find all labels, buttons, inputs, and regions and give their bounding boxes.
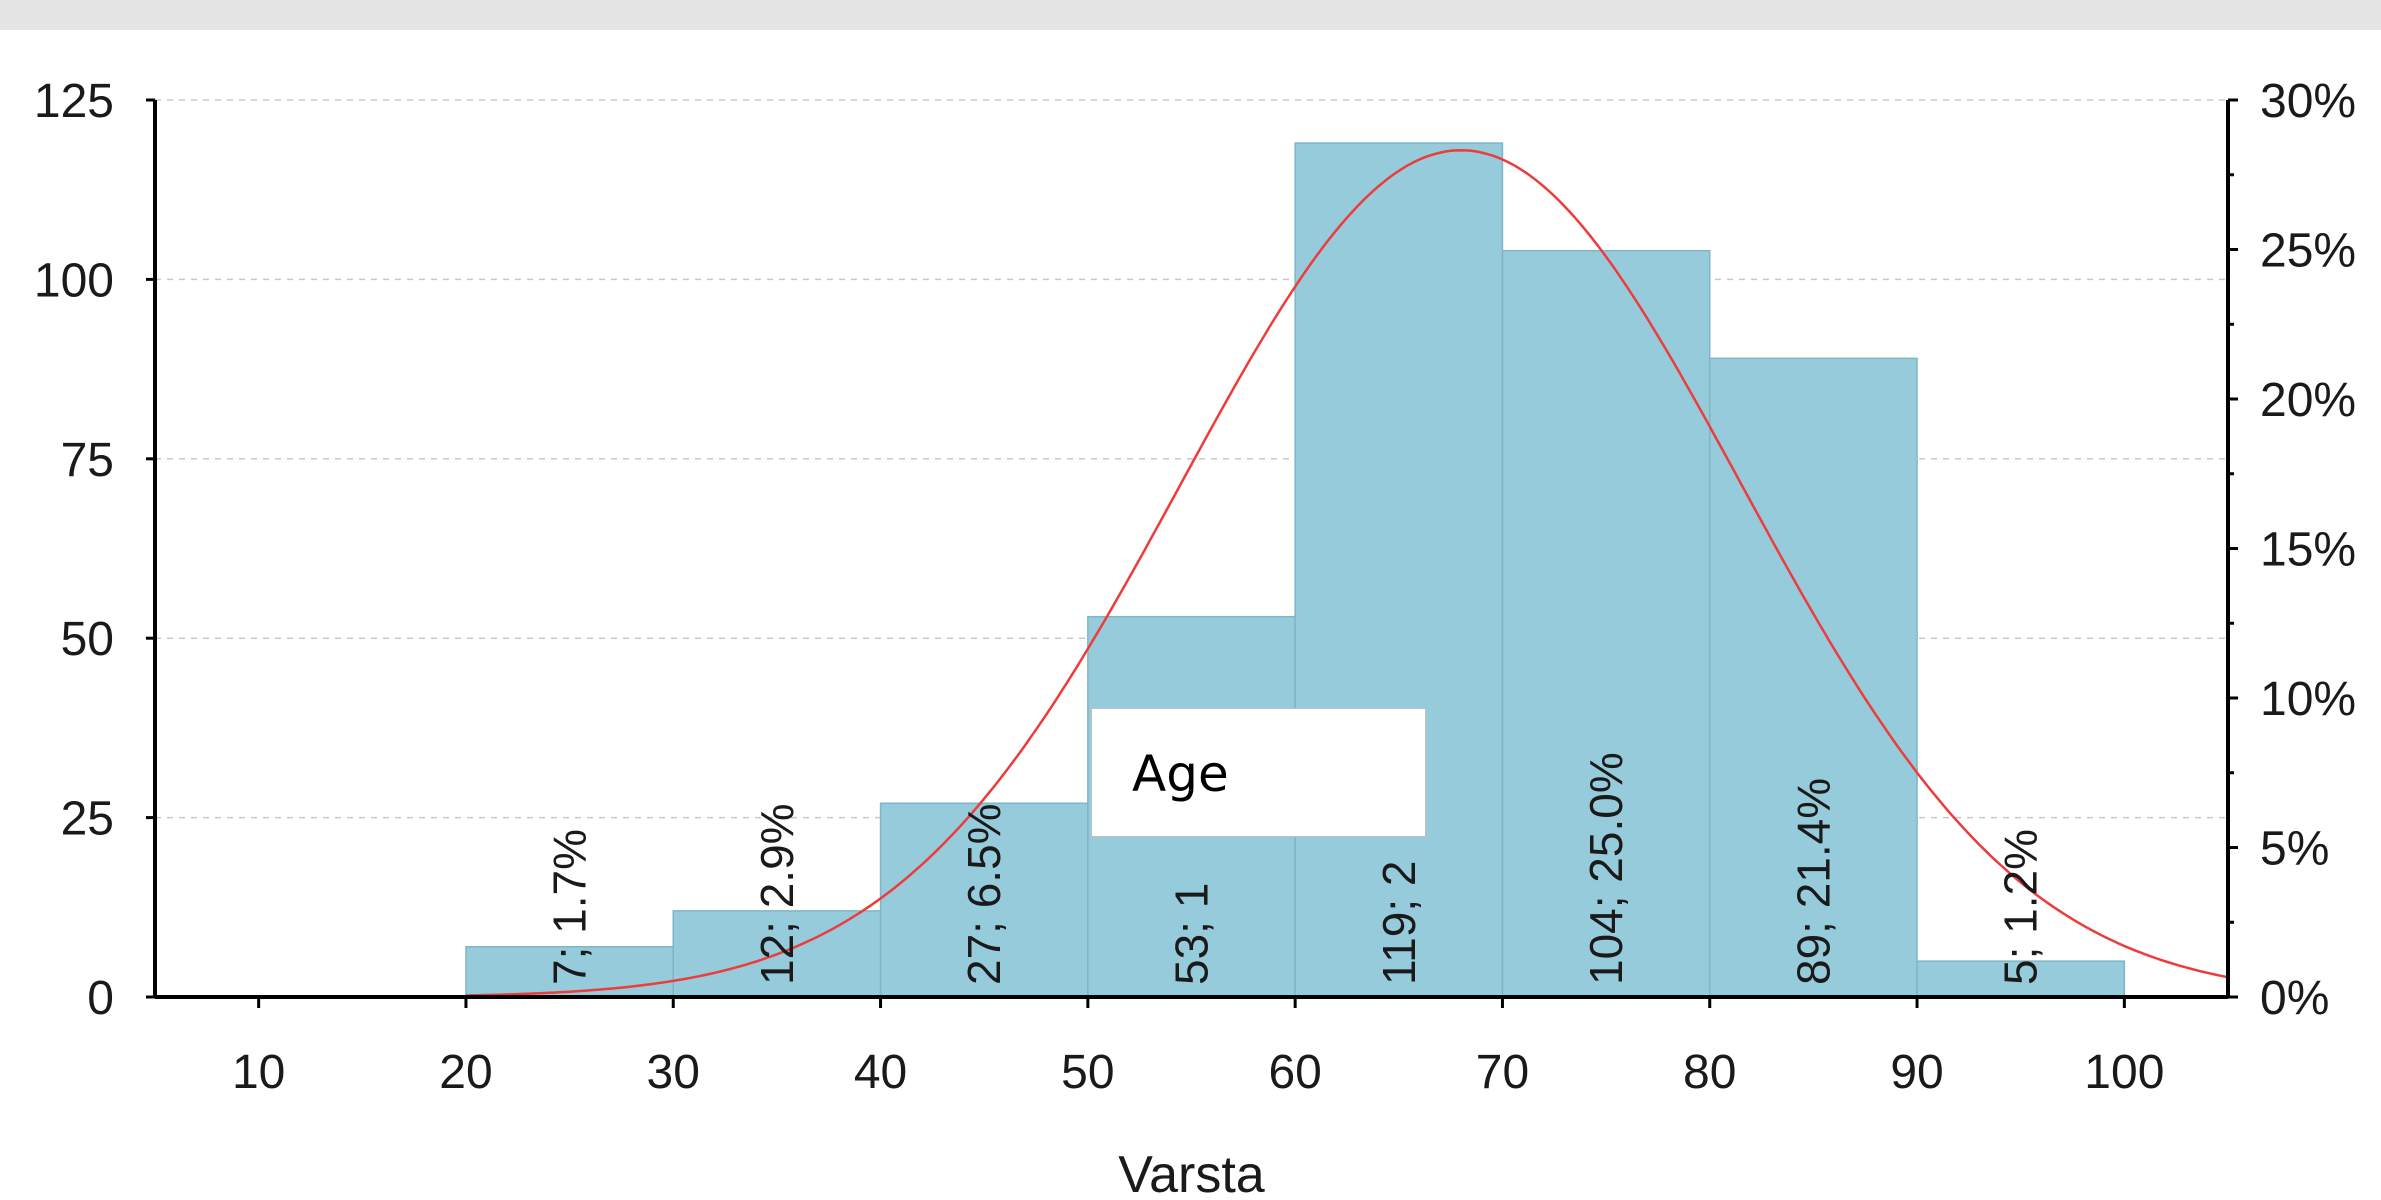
y-tick-label-right: 0% xyxy=(2260,972,2329,1025)
y-tick-label-right: 5% xyxy=(2260,823,2329,876)
y-tick-label-left: 75 xyxy=(61,434,114,487)
top-bar xyxy=(0,0,2381,30)
x-tick-label: 50 xyxy=(1061,1046,1114,1099)
x-tick-label: 20 xyxy=(439,1046,492,1099)
x-tick-label: 80 xyxy=(1683,1046,1736,1099)
bar-data-label: 104; 25.0% xyxy=(1580,752,1632,985)
y-tick-label-left: 100 xyxy=(34,254,114,307)
histogram-bar xyxy=(1709,357,1918,998)
y-tick-label-left: 25 xyxy=(61,793,114,846)
y-tick-label-right: 30% xyxy=(2260,75,2356,128)
bar-data-label: 27; 6.5% xyxy=(958,803,1010,985)
x-tick-label: 60 xyxy=(1268,1046,1321,1099)
y-tick-label-left: 50 xyxy=(61,613,114,666)
bar-data-label: 7; 1.7% xyxy=(544,829,596,985)
x-tick-label: 40 xyxy=(854,1046,907,1099)
bar-data-label: 89; 21.4% xyxy=(1787,778,1839,985)
bar-data-label: 119; 2 xyxy=(1373,861,1425,985)
y-tick-label-right: 10% xyxy=(2260,673,2356,726)
histogram-bar xyxy=(465,946,675,998)
x-axis-title: Varsta xyxy=(1118,1146,1265,1200)
x-tick-label: 100 xyxy=(2084,1046,2164,1099)
histogram-bar xyxy=(1294,142,1504,998)
y-tick-label-left: 0 xyxy=(87,972,114,1025)
legend-box: Age xyxy=(1091,708,1426,837)
legend-label: Age xyxy=(1132,745,1229,803)
y-tick-label-right: 15% xyxy=(2260,524,2356,577)
bar-data-label: 53; 1 xyxy=(1166,883,1218,985)
x-tick-label: 30 xyxy=(647,1046,700,1099)
bar-data-label: 5; 1.2% xyxy=(1995,829,2047,985)
x-tick-label: 10 xyxy=(232,1046,285,1099)
bar-data-label: 12; 2.9% xyxy=(751,803,803,985)
x-tick-label: 90 xyxy=(1890,1046,1943,1099)
y-tick-label-left: 125 xyxy=(34,75,114,128)
y-tick-label-right: 20% xyxy=(2260,374,2356,427)
histogram-bar xyxy=(1916,960,2126,998)
y-tick-label-right: 25% xyxy=(2260,225,2356,278)
normal-curve xyxy=(465,148,2229,997)
x-tick-label: 70 xyxy=(1476,1046,1529,1099)
